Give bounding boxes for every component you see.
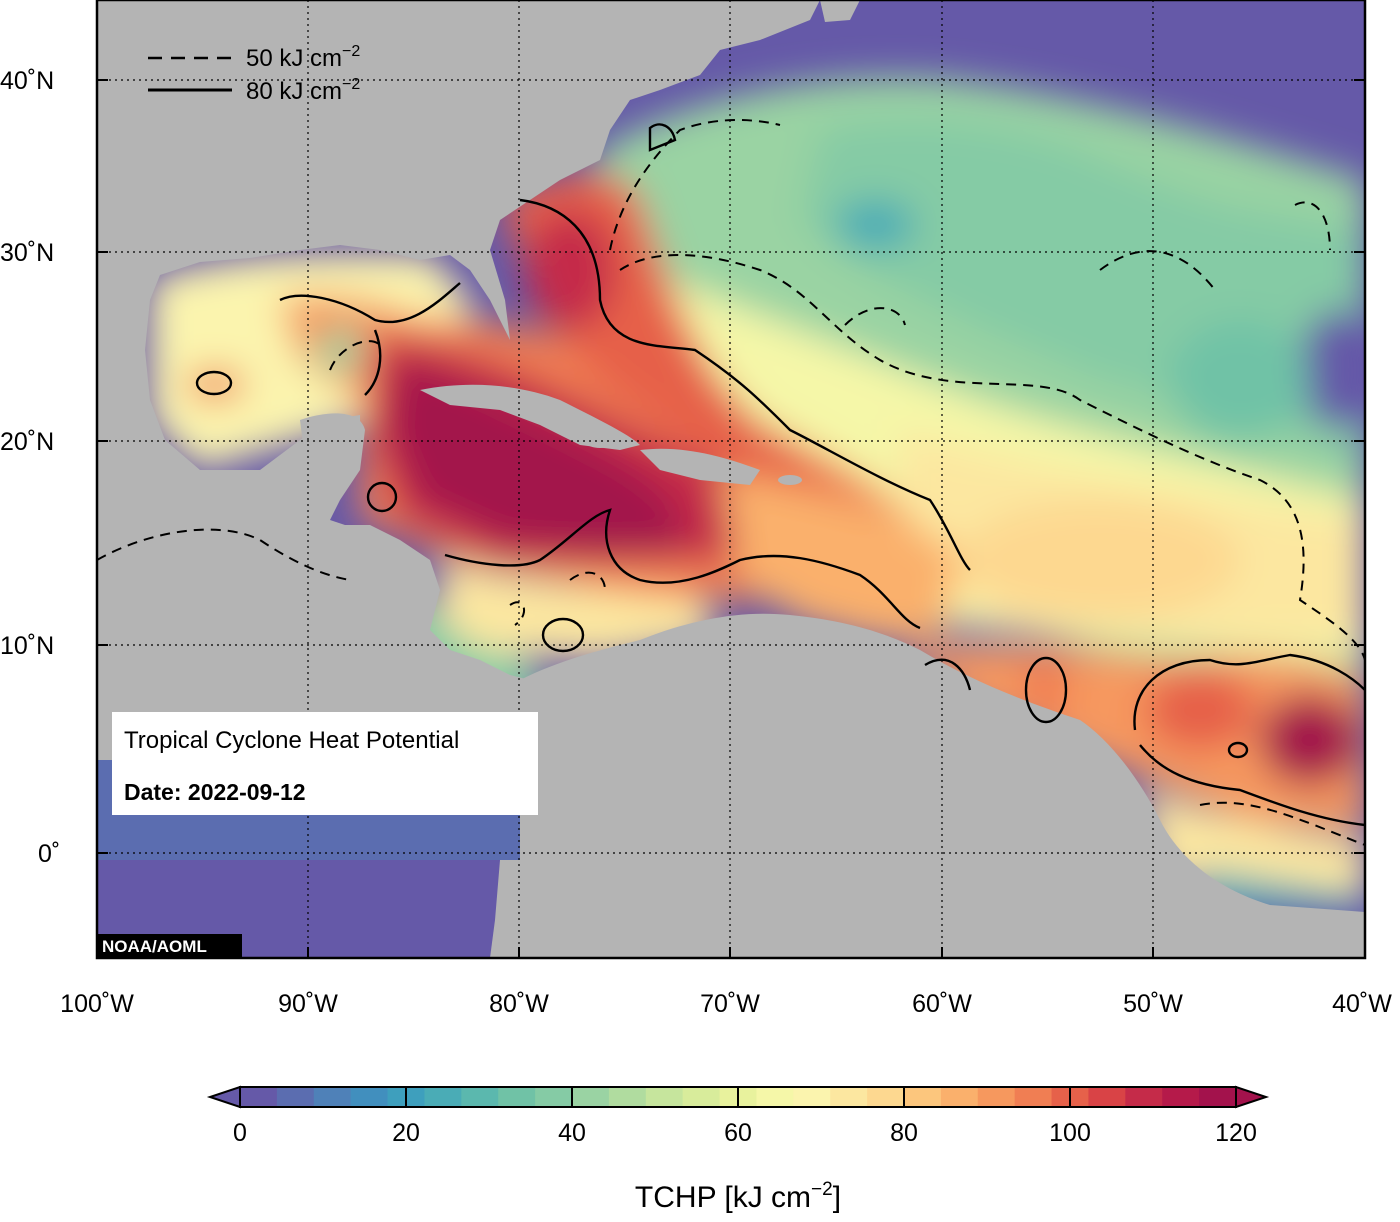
credit-badge: NOAA/AOML [98, 934, 242, 957]
legend-dashed-label: 50 kJ cm−2 [246, 43, 360, 72]
colorbar-swatch [276, 1087, 315, 1107]
lat-label: 30˚N [0, 239, 54, 267]
colorbar-swatch [535, 1087, 573, 1107]
colorbar-swatch [240, 1087, 278, 1107]
lon-label: 70˚W [700, 990, 760, 1018]
colorbar-tick-label: 120 [1215, 1119, 1257, 1147]
pacific-low-tchp [97, 860, 500, 958]
colorbar-swatch [1125, 1087, 1163, 1107]
contour-80-solid [195, 123, 1365, 827]
lon-label: 40˚W [1332, 990, 1392, 1018]
map-panel [97, 0, 1365, 958]
colorbar-swatch [682, 1087, 721, 1107]
colorbar-swatch [940, 1087, 979, 1107]
colorbar-swatch [350, 1087, 389, 1107]
colorbar-tick-label: 80 [890, 1119, 918, 1147]
colorbar-swatch [793, 1087, 831, 1107]
colorbar-swatch [313, 1087, 352, 1107]
colorbar-tick-label: 40 [558, 1119, 586, 1147]
colorbar-swatch [645, 1087, 684, 1107]
colorbar-ticks: 0 20 40 60 80 100 120 [233, 1119, 1257, 1147]
info-box-bg [112, 712, 538, 815]
lon-label: 60˚W [912, 990, 972, 1018]
credit-text: NOAA/AOML [102, 937, 207, 956]
colorbar-min-extend [206, 1085, 241, 1109]
latitude-labels: 40˚N 30˚N 20˚N 10˚N 0˚ [0, 67, 60, 868]
info-box: Tropical Cyclone Heat Potential Date: 20… [112, 712, 538, 815]
lat-label: 40˚N [0, 67, 54, 95]
colorbar-swatch [461, 1087, 499, 1107]
colorbar-swatch [830, 1087, 868, 1107]
colorbar [206, 1085, 1270, 1109]
colorbar-swatch [867, 1087, 905, 1107]
info-title: Tropical Cyclone Heat Potential [124, 727, 459, 754]
colorbar-swatch [1088, 1087, 1126, 1107]
axis-ticks [97, 79, 1365, 958]
info-date: Date: 2022-09-12 [124, 779, 306, 805]
colorbar-swatch [572, 1087, 610, 1107]
lon-label: 100˚W [60, 990, 134, 1018]
colorbar-tick-label: 20 [392, 1119, 420, 1147]
colorbar-swatch [1199, 1087, 1237, 1107]
colorbar-tick-label: 100 [1049, 1119, 1091, 1147]
lat-label: 0˚ [38, 840, 60, 868]
colorbar-title: TCHP [kJ cm−2] [635, 1179, 841, 1214]
colorbar-swatch [1162, 1087, 1200, 1107]
colorbar-swatch [904, 1087, 942, 1107]
lon-label: 90˚W [278, 990, 338, 1018]
colorbar-max-extend [1235, 1085, 1270, 1109]
colorbar-tick-label: 0 [233, 1119, 247, 1147]
contour-legend: 50 kJ cm−2 80 kJ cm−2 [148, 43, 360, 105]
lat-label: 20˚N [0, 428, 54, 456]
colorbar-swatch [498, 1087, 536, 1107]
colorbar-swatch [608, 1087, 647, 1107]
colorbar-swatch [424, 1087, 462, 1107]
colorbar-swatch [1014, 1087, 1053, 1107]
lon-label: 50˚W [1123, 990, 1183, 1018]
legend-solid-label: 80 kJ cm−2 [246, 76, 360, 105]
longitude-labels: 100˚W 90˚W 80˚W 70˚W 60˚W 50˚W 40˚W [60, 990, 1392, 1018]
colorbar-tick-label: 60 [724, 1119, 752, 1147]
lat-label: 10˚N [0, 632, 54, 660]
lon-label: 80˚W [489, 990, 549, 1018]
colorbar-swatch [977, 1087, 1016, 1107]
colorbar-swatch [756, 1087, 794, 1107]
contour-50-dashed [97, 119, 1365, 846]
